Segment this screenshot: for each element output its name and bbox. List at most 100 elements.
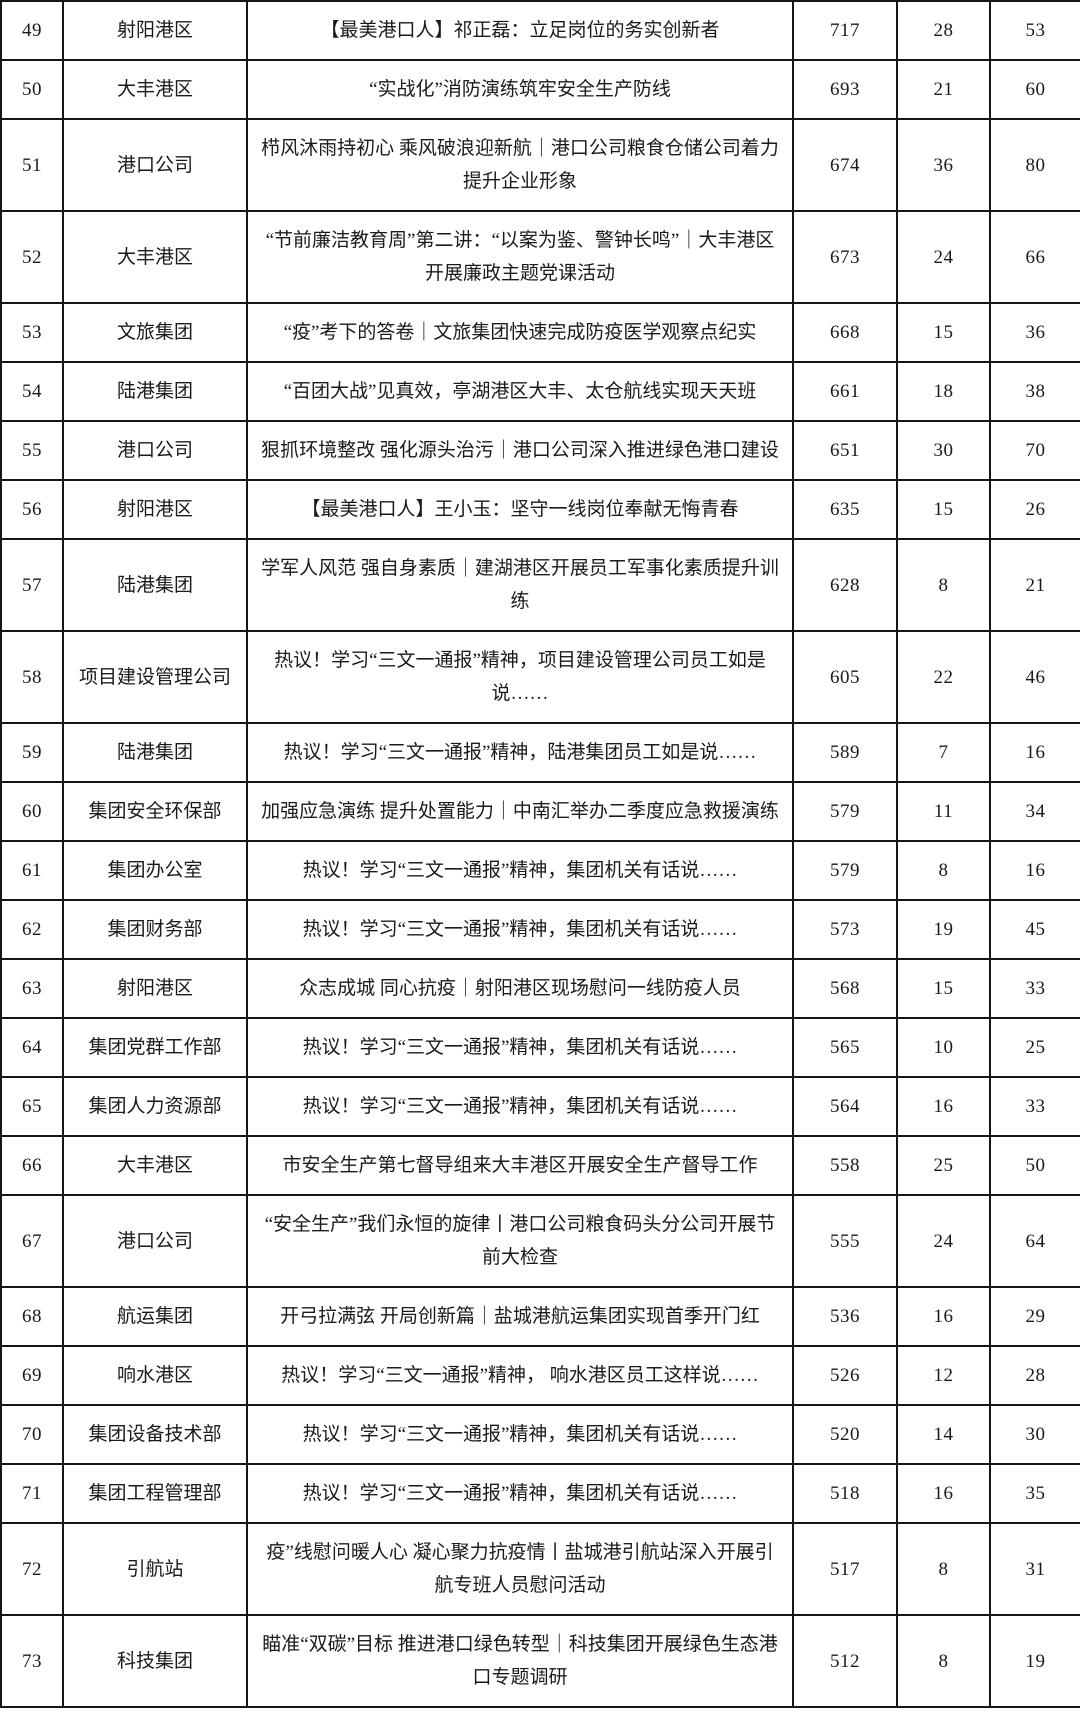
- table-row: 66 大丰港区 市安全生产第七督导组来大丰港区开展安全生产督导工作 558 25…: [0, 1135, 1080, 1196]
- table-row: 71 集团工程管理部 热议！学习“三文一通报”精神，集团机关有话说…… 518 …: [0, 1463, 1080, 1524]
- metric1-cell: 564: [792, 1076, 898, 1137]
- table-row: 61 集团办公室 热议！学习“三文一通报”精神，集团机关有话说…… 579 8 …: [0, 840, 1080, 901]
- metric1-cell: 651: [792, 420, 898, 481]
- rank-cell: 60: [0, 781, 64, 842]
- title-cell: 开弓拉满弦 开局创新篇｜盐城港航运集团实现首季开门红: [246, 1286, 794, 1347]
- table-row: 60 集团安全环保部 加强应急演练 提升处置能力｜中南汇举办二季度应急救援演练 …: [0, 781, 1080, 842]
- table-row: 59 陆港集团 热议！学习“三文一通报”精神，陆港集团员工如是说…… 589 7…: [0, 722, 1080, 783]
- metric1-cell: 628: [792, 538, 898, 632]
- metric1-cell: 520: [792, 1404, 898, 1465]
- department-cell: 航运集团: [62, 1286, 248, 1347]
- rank-cell: 70: [0, 1404, 64, 1465]
- table-row: 62 集团财务部 热议！学习“三文一通报”精神，集团机关有话说…… 573 19…: [0, 899, 1080, 960]
- department-cell: 射阳港区: [62, 958, 248, 1019]
- table-row: 64 集团党群工作部 热议！学习“三文一通报”精神，集团机关有话说…… 565 …: [0, 1017, 1080, 1078]
- metric3-cell: 80: [989, 118, 1080, 212]
- table-row: 65 集团人力资源部 热议！学习“三文一通报”精神，集团机关有话说…… 564 …: [0, 1076, 1080, 1137]
- title-cell: 众志成城 同心抗疫｜射阳港区现场慰问一线防疫人员: [246, 958, 794, 1019]
- metric1-cell: 673: [792, 210, 898, 304]
- department-cell: 响水港区: [62, 1345, 248, 1406]
- metric2-cell: 30: [896, 420, 991, 481]
- metric3-cell: 60: [989, 59, 1080, 120]
- metric1-cell: 555: [792, 1194, 898, 1288]
- table-row: 57 陆港集团 学军人风范 强自身素质｜建湖港区开展员工军事化素质提升训练 62…: [0, 538, 1080, 632]
- department-cell: 港口公司: [62, 118, 248, 212]
- title-cell: 热议！学习“三文一通报”精神，集团机关有话说……: [246, 1404, 794, 1465]
- metric1-cell: 518: [792, 1463, 898, 1524]
- department-cell: 项目建设管理公司: [62, 630, 248, 724]
- department-cell: 港口公司: [62, 420, 248, 481]
- metric2-cell: 16: [896, 1463, 991, 1524]
- table-row: 63 射阳港区 众志成城 同心抗疫｜射阳港区现场慰问一线防疫人员 568 15 …: [0, 958, 1080, 1019]
- metric3-cell: 30: [989, 1404, 1080, 1465]
- rank-cell: 63: [0, 958, 64, 1019]
- metric1-cell: 536: [792, 1286, 898, 1347]
- metric1-cell: 668: [792, 302, 898, 363]
- title-cell: “疫”考下的答卷｜文旅集团快速完成防疫医学观察点纪实: [246, 302, 794, 363]
- title-cell: “安全生产”我们永恒的旋律丨港口公司粮食码头分公司开展节前大检查: [246, 1194, 794, 1288]
- metric2-cell: 8: [896, 840, 991, 901]
- metric3-cell: 53: [989, 0, 1080, 61]
- metric3-cell: 50: [989, 1135, 1080, 1196]
- department-cell: 引航站: [62, 1522, 248, 1616]
- rank-cell: 59: [0, 722, 64, 783]
- metric2-cell: 16: [896, 1286, 991, 1347]
- metric1-cell: 568: [792, 958, 898, 1019]
- metric3-cell: 34: [989, 781, 1080, 842]
- department-cell: 集团设备技术部: [62, 1404, 248, 1465]
- metric2-cell: 28: [896, 0, 991, 61]
- table-row: 58 项目建设管理公司 热议！学习“三文一通报”精神，项目建设管理公司员工如是说…: [0, 630, 1080, 724]
- metric1-cell: 558: [792, 1135, 898, 1196]
- metric1-cell: 526: [792, 1345, 898, 1406]
- title-cell: 【最美港口人】王小玉：坚守一线岗位奉献无悔青春: [246, 479, 794, 540]
- metric2-cell: 15: [896, 479, 991, 540]
- metric2-cell: 21: [896, 59, 991, 120]
- department-cell: 集团办公室: [62, 840, 248, 901]
- table-row: 55 港口公司 狠抓环境整改 强化源头治污｜港口公司深入推进绿色港口建设 651…: [0, 420, 1080, 481]
- metric2-cell: 14: [896, 1404, 991, 1465]
- metric3-cell: 26: [989, 479, 1080, 540]
- title-cell: “百团大战”见真效，亭湖港区大丰、太仓航线实现天天班: [246, 361, 794, 422]
- metric2-cell: 18: [896, 361, 991, 422]
- metric3-cell: 28: [989, 1345, 1080, 1406]
- table-row: 51 港口公司 栉风沐雨持初心 乘风破浪迎新航｜港口公司粮食仓储公司着力提升企业…: [0, 118, 1080, 212]
- title-cell: 热议！学习“三文一通报”精神，集团机关有话说……: [246, 1017, 794, 1078]
- metric2-cell: 24: [896, 1194, 991, 1288]
- title-cell: 学军人风范 强自身素质｜建湖港区开展员工军事化素质提升训练: [246, 538, 794, 632]
- table-row: 72 引航站 疫”线慰问暖人心 凝心聚力抗疫情丨盐城港引航站深入开展引航专班人员…: [0, 1522, 1080, 1616]
- rank-cell: 65: [0, 1076, 64, 1137]
- metric3-cell: 64: [989, 1194, 1080, 1288]
- metric3-cell: 66: [989, 210, 1080, 304]
- metric3-cell: 33: [989, 958, 1080, 1019]
- table-row: 54 陆港集团 “百团大战”见真效，亭湖港区大丰、太仓航线实现天天班 661 1…: [0, 361, 1080, 422]
- rank-cell: 50: [0, 59, 64, 120]
- metric3-cell: 25: [989, 1017, 1080, 1078]
- department-cell: 射阳港区: [62, 0, 248, 61]
- rank-cell: 61: [0, 840, 64, 901]
- rank-cell: 55: [0, 420, 64, 481]
- title-cell: 热议！学习“三文一通报”精神， 响水港区员工这样说……: [246, 1345, 794, 1406]
- title-cell: 瞄准“双碳”目标 推进港口绿色转型｜科技集团开展绿色生态港口专题调研: [246, 1614, 794, 1708]
- metric2-cell: 15: [896, 958, 991, 1019]
- rank-cell: 58: [0, 630, 64, 724]
- title-cell: 栉风沐雨持初心 乘风破浪迎新航｜港口公司粮食仓储公司着力提升企业形象: [246, 118, 794, 212]
- metric3-cell: 36: [989, 302, 1080, 363]
- rank-cell: 56: [0, 479, 64, 540]
- metric2-cell: 16: [896, 1076, 991, 1137]
- department-cell: 大丰港区: [62, 59, 248, 120]
- metric2-cell: 24: [896, 210, 991, 304]
- table-row: 68 航运集团 开弓拉满弦 开局创新篇｜盐城港航运集团实现首季开门红 536 1…: [0, 1286, 1080, 1347]
- title-cell: 热议！学习“三文一通报”精神，项目建设管理公司员工如是说……: [246, 630, 794, 724]
- metric1-cell: 635: [792, 479, 898, 540]
- title-cell: 狠抓环境整改 强化源头治污｜港口公司深入推进绿色港口建设: [246, 420, 794, 481]
- metric2-cell: 22: [896, 630, 991, 724]
- department-cell: 陆港集团: [62, 361, 248, 422]
- rank-cell: 57: [0, 538, 64, 632]
- metric1-cell: 674: [792, 118, 898, 212]
- metric2-cell: 25: [896, 1135, 991, 1196]
- rank-cell: 49: [0, 0, 64, 61]
- metric1-cell: 589: [792, 722, 898, 783]
- metric2-cell: 19: [896, 899, 991, 960]
- metric3-cell: 21: [989, 538, 1080, 632]
- rank-cell: 69: [0, 1345, 64, 1406]
